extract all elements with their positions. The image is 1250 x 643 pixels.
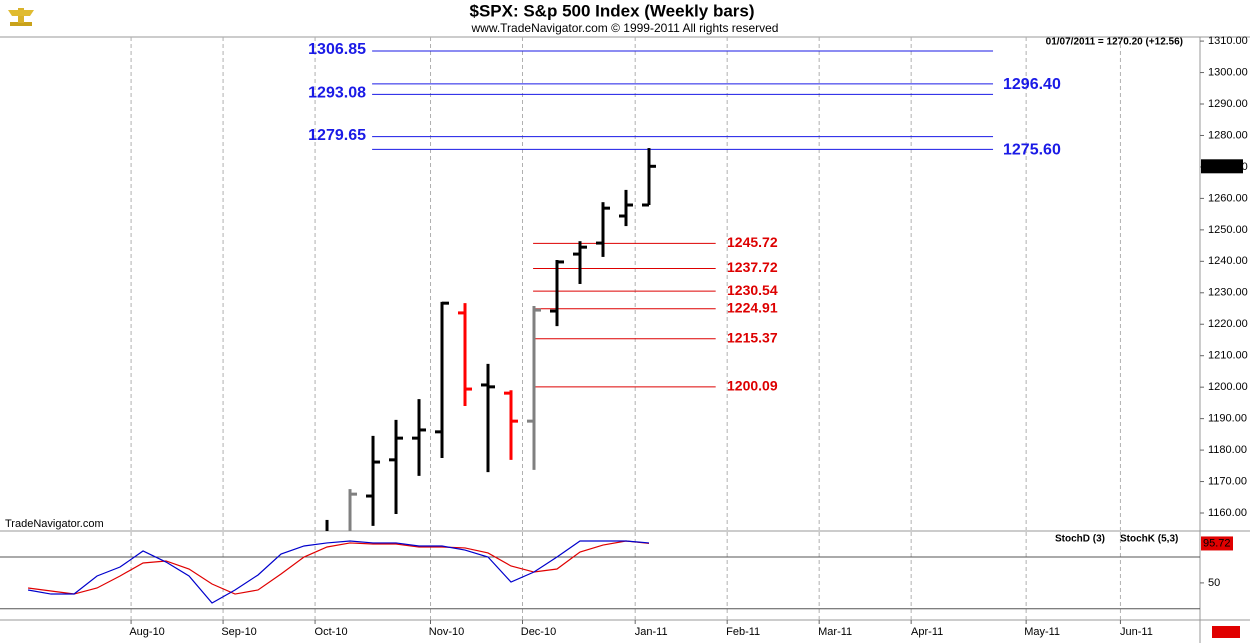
chart-subtitle: www.TradeNavigator.com © 1999-2011 All r… <box>471 21 779 35</box>
y-tick-label: 1200.00 <box>1208 381 1248 393</box>
legend-entry: StochK (5,3) <box>1120 534 1178 545</box>
level-label: 1230.54 <box>727 282 778 298</box>
x-tick-label: Jun-11 <box>1120 626 1153 638</box>
last-value-label: 95.72 <box>1203 537 1231 549</box>
x-tick-label: Oct-10 <box>315 626 348 638</box>
level-label: 1215.37 <box>727 330 778 346</box>
x-tick-label: Mar-11 <box>818 626 852 638</box>
scroll-arrow[interactable] <box>1212 626 1240 638</box>
y-tick-label: 1160.00 <box>1208 507 1247 519</box>
stoch-line <box>27 540 650 595</box>
chart-title: $SPX: S&p 500 Index (Weekly bars) <box>469 1 754 20</box>
level-label: 1245.72 <box>727 234 778 250</box>
y-tick-label: 1220.00 <box>1208 318 1248 330</box>
stoch-lines <box>27 540 650 604</box>
y-tick-label: 1310.00 <box>1208 35 1248 47</box>
y-tick-label: 1260.00 <box>1208 192 1248 204</box>
y-tick-label: 1240.00 <box>1208 255 1248 267</box>
last-price-box <box>1201 159 1243 174</box>
y-tick-label: 1250.00 <box>1208 224 1248 236</box>
y-tick-label: 1170.00 <box>1208 475 1247 487</box>
x-tick-label: May-11 <box>1024 626 1060 638</box>
level-label: 1237.72 <box>727 259 778 275</box>
x-tick-label: Apr-11 <box>911 626 943 638</box>
level-label: 1296.40 <box>1003 76 1061 93</box>
last-value-box <box>1201 536 1233 551</box>
y-tick-label: 1230.00 <box>1208 287 1248 299</box>
x-tick-label: Aug-10 <box>129 626 164 638</box>
y-tick-label: 1210.00 <box>1208 350 1248 362</box>
level-label: 1224.91 <box>727 299 778 315</box>
y-tick-label: 1180.00 <box>1208 444 1247 456</box>
x-tick-label: Nov-10 <box>429 626 464 638</box>
y-tick-label: 1280.00 <box>1208 129 1248 141</box>
legend-entry: StochD (3) <box>1055 534 1105 545</box>
price-bars <box>325 148 656 531</box>
annotation: 01/07/2011 = 1270.20 (+12.56) <box>1046 37 1183 48</box>
last-price-label: 1270.20 <box>1203 160 1243 172</box>
x-tick-label: Sep-10 <box>221 626 256 638</box>
y-tick-label: 50 <box>1208 577 1220 589</box>
stoch-line <box>27 540 650 604</box>
level-label: 1275.60 <box>1003 142 1061 159</box>
x-tick-label: Jan-11 <box>635 626 668 638</box>
level-label: 1200.09 <box>727 378 778 394</box>
logo <box>8 8 34 26</box>
level-label: 1279.65 <box>308 127 366 144</box>
watermark: TradeNavigator.com <box>5 518 104 530</box>
x-tick-label: Dec-10 <box>521 626 556 638</box>
level-label: 1306.85 <box>308 41 366 58</box>
y-tick-label: 1300.00 <box>1208 66 1248 78</box>
level-label: 1293.08 <box>308 85 366 102</box>
x-tick-label: Feb-11 <box>726 626 760 638</box>
y-tick-label: 1290.00 <box>1208 98 1248 110</box>
y-tick-label: 1190.00 <box>1208 413 1247 425</box>
